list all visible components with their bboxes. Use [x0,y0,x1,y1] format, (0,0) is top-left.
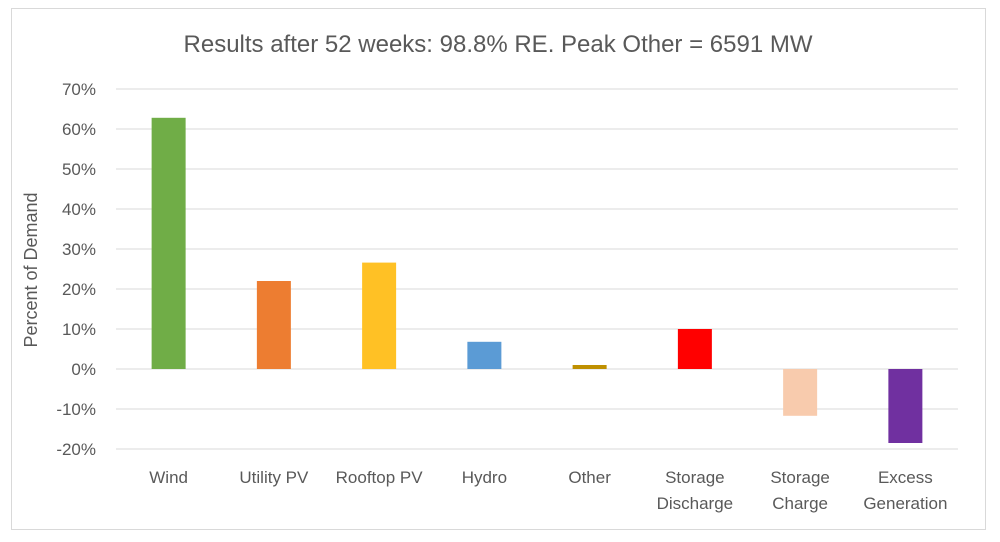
y-tick-labels: 70% 60% 50% 40% 30% 20% 10% 0% -10% -20% [56,80,96,459]
y-tick-label: 20% [62,280,96,299]
bar [677,329,712,369]
x-tick-label: Wind [149,468,188,487]
x-tick-label: Storage Charge [770,468,830,513]
x-tick-label: Other [568,468,611,487]
x-tick-label: Rooftop PV [336,468,424,487]
y-tick-label: 40% [62,200,96,219]
bar [362,262,397,369]
gridlines [116,88,958,450]
x-tick-label: Hydro [462,468,507,487]
chart-title: Results after 52 weeks: 98.8% RE. Peak O… [184,31,813,58]
bar [783,369,818,416]
bar [151,117,186,369]
x-tick-labels: Wind Utility PV Rooftop PV Hydro Other Storag… [149,468,947,513]
bar [572,365,607,369]
x-tick-label: Utility PV [239,468,309,487]
y-tick-label: 70% [62,80,96,99]
y-axis-label: Percent of Demand [21,192,41,347]
y-tick-label: 50% [62,160,96,179]
x-tick-label: Storage Discharge [657,468,734,513]
y-tick-label: 10% [62,320,96,339]
bar [467,341,502,369]
y-tick-label: -20% [56,440,96,459]
y-tick-label: 0% [71,360,96,379]
bars [151,117,923,443]
bar [256,281,291,369]
y-tick-label: 60% [62,120,96,139]
bar [888,369,923,443]
y-tick-label: -10% [56,400,96,419]
y-tick-label: 30% [62,240,96,259]
x-tick-label: Excess Generation [863,468,947,513]
